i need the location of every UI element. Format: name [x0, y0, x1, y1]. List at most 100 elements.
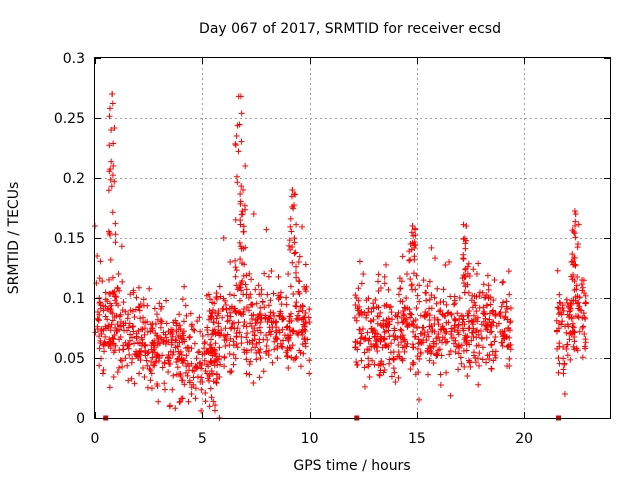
data-point [197, 328, 204, 335]
data-point [150, 340, 157, 347]
data-point [412, 286, 419, 293]
data-point [135, 339, 142, 346]
data-point [202, 398, 209, 405]
data-point [416, 396, 423, 403]
data-point [257, 319, 264, 326]
data-point [238, 245, 245, 252]
data-point [243, 356, 250, 363]
data-point [283, 294, 290, 301]
data-point [564, 311, 571, 318]
data-point [122, 355, 129, 362]
data-point [395, 341, 402, 348]
data-point [451, 301, 458, 308]
data-point [375, 288, 382, 295]
data-point [381, 367, 388, 373]
data-point [292, 355, 299, 362]
data-point [365, 355, 372, 362]
data-point [94, 253, 101, 259]
data-point [286, 313, 293, 320]
data-point [156, 340, 163, 347]
data-point [416, 282, 423, 289]
data-point [390, 365, 397, 372]
data-point [285, 271, 292, 277]
data-point [125, 377, 132, 384]
data-point [391, 325, 398, 332]
data-point [454, 310, 461, 317]
data-point [468, 337, 475, 344]
data-point [117, 357, 124, 364]
data-point [106, 142, 113, 149]
data-point [381, 329, 388, 336]
data-point [417, 312, 424, 319]
data-point [112, 231, 119, 238]
data-point [407, 275, 414, 282]
data-point [569, 276, 576, 283]
data-point [475, 331, 482, 338]
data-point [208, 368, 215, 375]
data-point [356, 326, 363, 333]
data-point [175, 355, 182, 362]
data-point [399, 334, 406, 341]
data-point [295, 259, 302, 265]
data-point [427, 350, 434, 357]
data-point [286, 237, 293, 244]
data-point [492, 348, 499, 355]
data-point [462, 245, 469, 252]
data-point [358, 357, 365, 364]
data-point [284, 353, 291, 360]
data-point [182, 369, 189, 376]
data-point [217, 361, 224, 368]
data-point [361, 349, 368, 356]
data-point [500, 278, 507, 285]
data-point [466, 325, 473, 332]
data-point [170, 372, 177, 379]
data-point [96, 311, 103, 318]
data-point [227, 259, 234, 265]
axis-ticks [95, 58, 610, 419]
data-point [180, 318, 187, 325]
data-point [216, 283, 223, 290]
data-point [237, 93, 244, 100]
data-point [263, 226, 270, 233]
data-point [188, 322, 195, 329]
data-point [397, 298, 404, 305]
data-point [484, 352, 491, 359]
data-point [306, 306, 313, 313]
data-point [240, 272, 247, 279]
data-point [470, 333, 477, 340]
data-point [292, 302, 299, 309]
data-point [275, 296, 282, 303]
data-point [352, 344, 359, 351]
data-point [408, 311, 415, 318]
data-point [459, 313, 466, 320]
data-point [477, 328, 484, 335]
data-point [475, 381, 482, 388]
data-point [382, 343, 389, 350]
data-point [107, 166, 114, 173]
data-point [352, 292, 359, 299]
data-point [232, 264, 239, 271]
data-point [109, 91, 116, 97]
data-point [433, 352, 440, 359]
data-point [506, 355, 513, 362]
data-point [106, 276, 113, 283]
data-point [475, 342, 482, 349]
data-point [572, 262, 579, 269]
data-point [196, 348, 203, 355]
data-point [408, 281, 415, 288]
data-point [280, 337, 287, 344]
data-point [410, 322, 417, 329]
data-point [221, 336, 228, 343]
data-point [265, 302, 272, 309]
data-point [242, 163, 249, 169]
data-point [140, 296, 147, 303]
data-point [444, 310, 451, 317]
data-point [455, 350, 462, 357]
data-point [580, 310, 587, 317]
data-point [302, 309, 309, 316]
data-point [461, 235, 468, 242]
data-point [233, 173, 240, 180]
data-point [117, 323, 124, 330]
data-point [215, 320, 222, 327]
data-point [180, 357, 187, 364]
